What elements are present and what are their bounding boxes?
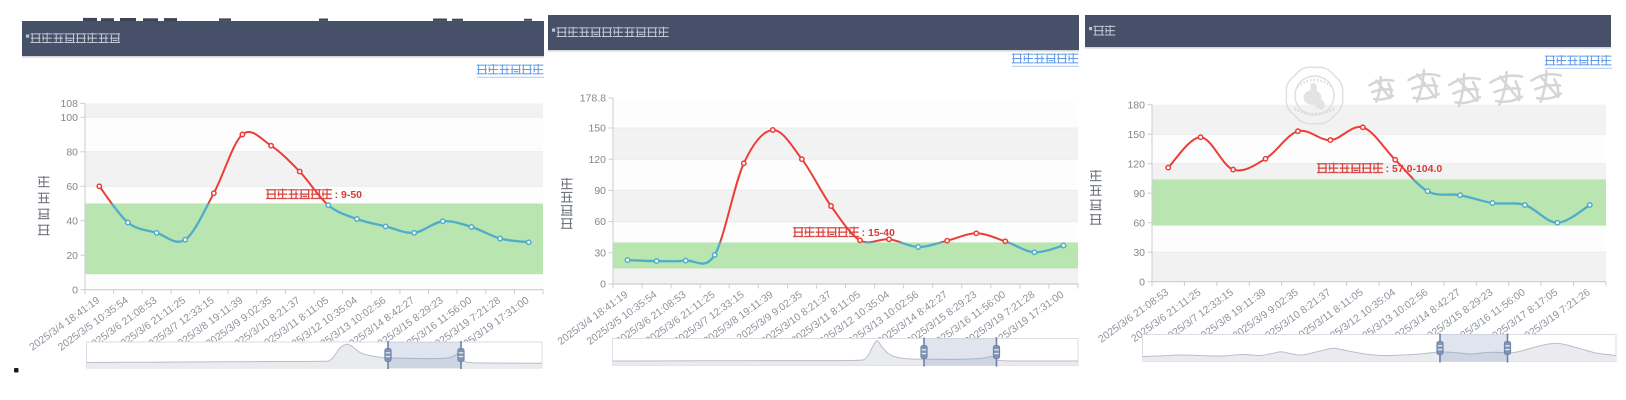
svg-text:80: 80 [66,146,78,158]
svg-text:: 9-50: : 9-50 [335,189,363,201]
svg-text:100: 100 [60,112,78,124]
svg-text:90: 90 [1133,188,1145,200]
svg-text:30: 30 [1133,247,1145,259]
svg-text:: 57.0-104.0: : 57.0-104.0 [1386,163,1443,175]
svg-text:0: 0 [72,284,78,296]
svg-text:60: 60 [66,181,78,193]
svg-text:90: 90 [594,185,606,197]
svg-text:40: 40 [66,215,78,227]
svg-text:178.8: 178.8 [580,93,606,105]
svg-text:60: 60 [1133,217,1145,229]
svg-text:180: 180 [1127,99,1145,111]
svg-text:150: 150 [588,123,606,135]
svg-text:0: 0 [1139,276,1145,288]
svg-text:: 15-40: : 15-40 [862,227,895,239]
svg-text:120: 120 [588,154,606,166]
svg-text:20: 20 [66,250,78,262]
svg-text:30: 30 [594,247,606,259]
svg-text:120: 120 [1127,158,1145,170]
svg-text:60: 60 [594,216,606,228]
svg-text:108: 108 [60,98,78,110]
svg-text:0: 0 [600,279,606,291]
svg-text:150: 150 [1127,129,1145,141]
